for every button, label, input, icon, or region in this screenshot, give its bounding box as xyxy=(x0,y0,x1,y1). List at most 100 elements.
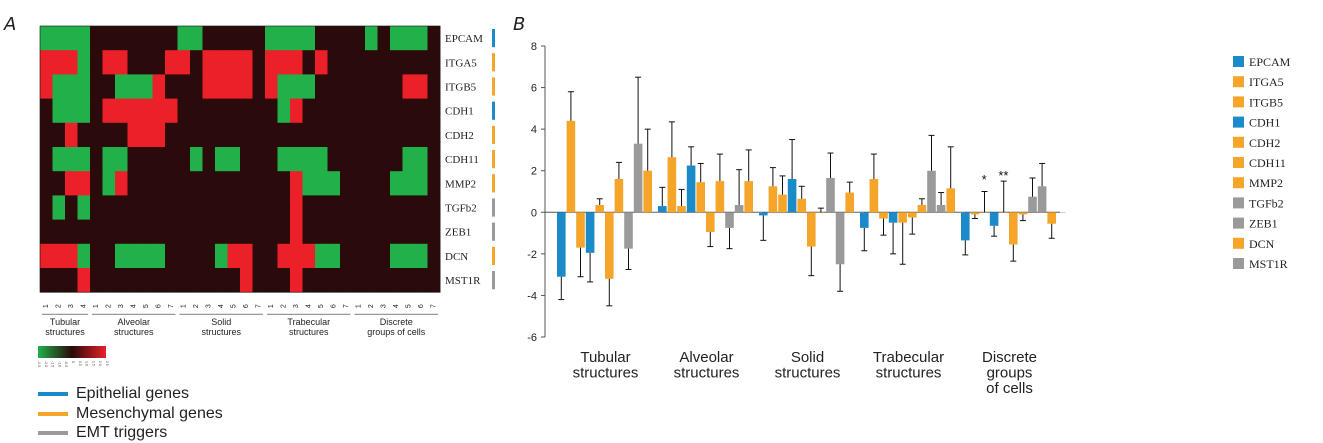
heatmap-cell-epcam-14 xyxy=(215,26,228,51)
heatmap-group-marker-mmp2 xyxy=(492,174,495,193)
bar-mst1r-0 xyxy=(653,212,662,213)
heatmap-cell-epcam-5 xyxy=(102,26,116,51)
heatmap-cell-cdh2-4 xyxy=(90,122,103,148)
heatmap-cell-zeb1-18 xyxy=(265,219,278,245)
heatmap-cell-cdh1-8 xyxy=(140,98,153,124)
heatmap-cell-mmp2-4 xyxy=(90,171,103,196)
heatmap-cell-dcn-25 xyxy=(352,243,366,269)
heatmap-cell-itga5-8 xyxy=(140,50,153,75)
legend-label-cdh1: CDH1 xyxy=(1249,116,1280,130)
heatmap-cell-itgb5-1 xyxy=(52,74,66,99)
heatmap-sample-label-3-4: 5 xyxy=(318,304,325,308)
bar-epcam-2 xyxy=(759,212,768,216)
heatmap-cell-epcam-25 xyxy=(352,26,366,51)
heatmap-cell-mst1r-15 xyxy=(227,268,241,293)
heatmap-cell-zeb1-14 xyxy=(215,219,228,245)
heatmap-cell-cdh1-31 xyxy=(427,98,441,124)
heatmap-cell-itga5-13 xyxy=(202,50,216,75)
heatmap-cell-cdh1-26 xyxy=(365,98,378,124)
heatmap-cell-cdh2-24 xyxy=(340,122,353,148)
heatmap-cell-itgb5-27 xyxy=(377,74,391,99)
legend-swatch-dcn xyxy=(1233,237,1244,249)
heatmap-cell-mmp2-11 xyxy=(177,171,191,196)
heatmap-cell-cdh11-28 xyxy=(390,147,403,172)
heatmap-cell-itgb5-13 xyxy=(202,74,216,99)
heatmap-cell-cdh11-12 xyxy=(190,147,203,172)
bar-epcam-4 xyxy=(961,212,970,241)
heatmap-cell-cdh1-30 xyxy=(415,98,428,124)
heatmap-cell-dcn-18 xyxy=(265,243,278,269)
heatmap-cell-zeb1-23 xyxy=(327,219,341,245)
heatmap-sample-label-1-6: 7 xyxy=(168,304,175,308)
heatmap-cell-mst1r-28 xyxy=(390,268,403,293)
heatmap-cell-dcn-2 xyxy=(65,243,78,269)
heatmap-cell-zeb1-31 xyxy=(427,219,441,245)
heatmap-cell-cdh11-26 xyxy=(365,147,378,172)
heatmap-group-label-4-0: Discrete xyxy=(380,317,413,327)
heatmap-cell-cdh2-22 xyxy=(315,122,328,148)
heatmap-cell-dcn-6 xyxy=(115,243,128,269)
y-axis-tick-label-3: 0 xyxy=(531,207,537,219)
bar-itga5-2 xyxy=(768,186,778,213)
legend-label-epcam: EPCAM xyxy=(1249,55,1291,69)
heatmap-cell-dcn-9 xyxy=(152,243,166,269)
annotation-1: ** xyxy=(998,168,1008,183)
heatmap-cell-zeb1-6 xyxy=(115,219,128,245)
heatmap-cell-zeb1-27 xyxy=(377,219,391,245)
heatmap-cell-cdh2-6 xyxy=(115,122,128,148)
bar-itga5-4 xyxy=(970,212,980,215)
heatmap-cell-mmp2-10 xyxy=(165,171,178,196)
heatmap-cell-mmp2-13 xyxy=(202,171,216,196)
heatmap-cell-itgb5-8 xyxy=(140,74,153,99)
heatmap-cell-zeb1-29 xyxy=(402,219,416,245)
heatmap-cell-itga5-23 xyxy=(327,50,341,75)
heatmap-sample-label-0-1: 2 xyxy=(56,304,63,308)
heatmap-cell-cdh11-16 xyxy=(240,147,253,172)
heatmap-cell-mst1r-8 xyxy=(140,268,153,293)
heatmap-cell-mmp2-12 xyxy=(190,171,203,196)
heatmap-cell-mst1r-19 xyxy=(277,268,291,293)
legend-label-cdh11: CDH11 xyxy=(1249,156,1286,170)
heatmap-cell-itgb5-25 xyxy=(352,74,366,99)
heatmap-sample-label-1-2: 3 xyxy=(118,304,125,308)
heatmap-cell-tgfb2-8 xyxy=(140,195,153,220)
heatmap-cell-itga5-27 xyxy=(377,50,391,75)
heatmap-group-marker-cdh11 xyxy=(492,150,495,169)
heatmap-cell-epcam-30 xyxy=(415,26,428,51)
heatmap-cell-cdh2-12 xyxy=(190,122,203,148)
heatmap-cell-mst1r-29 xyxy=(402,268,416,293)
heatmap-cell-dcn-30 xyxy=(415,243,428,269)
heatmap-cell-dcn-1 xyxy=(52,243,66,269)
heatmap-sample-label-3-6: 7 xyxy=(343,304,350,308)
heatmap-cell-cdh11-7 xyxy=(127,147,141,172)
heatmap-cell-cdh11-23 xyxy=(327,147,341,172)
heatmap-sample-label-2-5: 6 xyxy=(243,304,250,308)
bar-mst1r-1 xyxy=(754,212,763,213)
heatmap-cell-zeb1-1 xyxy=(52,219,66,245)
heatmap-gene-label-cdh11: CDH11 xyxy=(445,154,479,166)
heatmap-cell-cdh1-23 xyxy=(327,98,341,124)
heatmap-cell-itgb5-3 xyxy=(77,74,91,99)
heatmap-cell-cdh11-22 xyxy=(315,147,328,172)
heatmap-cell-epcam-27 xyxy=(377,26,391,51)
heatmap-cell-cdh1-29 xyxy=(402,98,416,124)
heatmap-cell-dcn-12 xyxy=(190,243,203,269)
heatmap-cell-tgfb2-26 xyxy=(365,195,378,220)
heatmap-cell-epcam-11 xyxy=(177,26,191,51)
heatmap-cell-mst1r-7 xyxy=(127,268,141,293)
legend-label-mst1r: MST1R xyxy=(1249,257,1288,271)
heatmap-cell-cdh1-12 xyxy=(190,98,203,124)
heatmap-cell-cdh11-30 xyxy=(415,147,428,172)
y-axis-tick-label-0: -6 xyxy=(527,332,537,344)
bar-mst1r-2 xyxy=(855,212,864,213)
heatmap-sample-label-4-5: 6 xyxy=(418,304,425,308)
heatmap-cell-dcn-14 xyxy=(215,243,228,269)
bar-cdh1-2 xyxy=(787,179,797,213)
category-label-1-0: Alveolar xyxy=(679,349,733,366)
panel-b-label: B xyxy=(513,14,526,35)
heatmap-sample-label-1-0: 1 xyxy=(93,304,100,308)
bar-dcn-4 xyxy=(1047,212,1056,224)
bar-cdh11-1 xyxy=(706,212,715,233)
heatmap-cell-itgb5-16 xyxy=(240,74,253,99)
bar-mmp2-3 xyxy=(917,205,927,213)
